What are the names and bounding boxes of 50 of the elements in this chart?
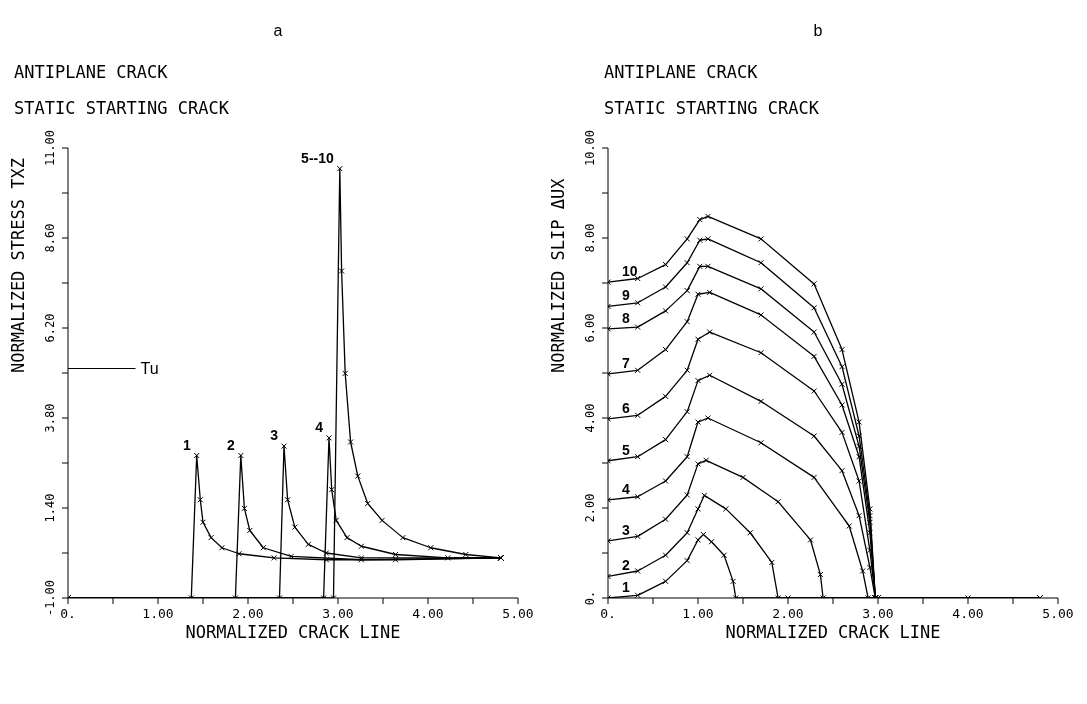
- x-tick-label: 0.: [600, 606, 616, 621]
- series-label: 2: [622, 557, 630, 574]
- x-tick-label: 4.00: [952, 606, 984, 621]
- series-label: 10: [622, 263, 638, 280]
- series-label: 3: [622, 521, 630, 538]
- x-tick-label: 3.00: [322, 606, 354, 621]
- series-label: 3: [270, 427, 279, 444]
- text: a: [272, 21, 284, 41]
- series-label: 4: [315, 418, 324, 435]
- series-label: 9: [622, 287, 630, 304]
- x-tick-label: 5.00: [1042, 606, 1074, 621]
- series-label: 6: [622, 399, 630, 416]
- series-label: 4: [622, 480, 630, 497]
- y-tick-label: 2.00: [583, 493, 597, 523]
- y-tick-label: 8.60: [43, 223, 57, 253]
- x-tick-label: 5.00: [502, 606, 534, 621]
- series-label: 1: [622, 579, 630, 595]
- text: b: [812, 21, 824, 41]
- series-label: 1: [182, 436, 191, 453]
- y-tick-label: 1.40: [43, 493, 57, 523]
- y-tick-label: 6.00: [583, 313, 597, 343]
- y-tick-label: 0.: [583, 590, 597, 606]
- chart-title: ANTIPLANE CRACK: [603, 62, 759, 84]
- x-axis-title: NORMALIZED CRACK LINE: [725, 622, 941, 642]
- y-tick-label: 8.00: [583, 223, 597, 253]
- y-tick-label: 11.00: [43, 129, 57, 167]
- chart-title: ANTIPLANE CRACK: [13, 62, 169, 84]
- series-label: 8: [622, 309, 630, 326]
- y-axis-title: NORMALIZED SLIP ΔUX: [548, 177, 569, 373]
- chart-subtitle: STATIC STARTING CRACK: [13, 98, 230, 120]
- x-tick-label: 2.00: [232, 606, 264, 621]
- y-tick-label: 4.00: [583, 403, 597, 433]
- x-tick-label: 2.00: [772, 606, 804, 621]
- series-label: 2: [227, 436, 235, 453]
- y-tick-label: 6.20: [43, 313, 57, 343]
- x-tick-label: 4.00: [412, 606, 444, 621]
- x-axis-title: NORMALIZED CRACK LINE: [185, 622, 401, 642]
- series-label: 5--10: [301, 149, 335, 166]
- y-tick-label: 3.80: [43, 403, 57, 433]
- x-tick-label: 1.00: [142, 606, 174, 621]
- y-axis-title: NORMALIZED STRESS TXZ: [8, 158, 29, 373]
- chart-subtitle: STATIC STARTING CRACK: [603, 98, 820, 120]
- ref-line-label: Tu: [140, 360, 159, 378]
- series-label: 7: [622, 354, 630, 371]
- x-tick-label: 1.00: [682, 606, 714, 621]
- x-tick-label: 0.: [60, 606, 76, 621]
- x-tick-label: 3.00: [862, 606, 894, 621]
- y-tick-label: 10.00: [583, 129, 597, 167]
- series-label: 5: [622, 441, 630, 458]
- y-tick-label: -1.00: [43, 579, 57, 617]
